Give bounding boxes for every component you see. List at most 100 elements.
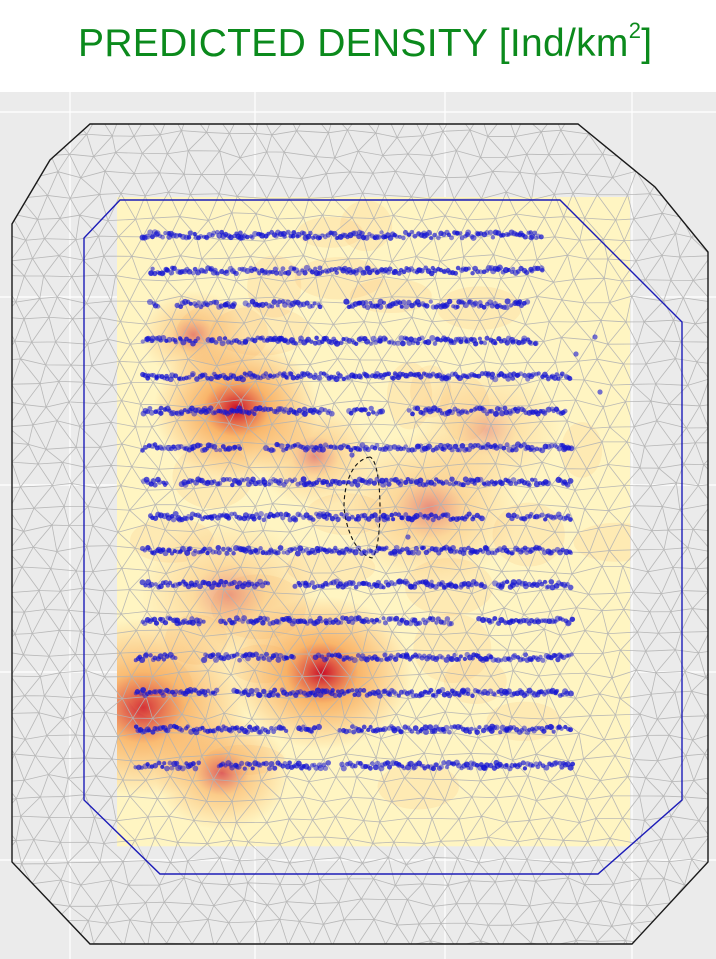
sighting-point <box>488 654 494 660</box>
sighting-point <box>446 620 453 627</box>
sighting-point <box>512 652 518 658</box>
sighting-point <box>261 688 267 695</box>
sighting-point <box>434 620 439 625</box>
sighting-point <box>272 373 277 378</box>
sighting-point <box>164 267 170 273</box>
density-hotspot <box>411 366 563 495</box>
sighting-point <box>465 726 471 732</box>
sighting-point <box>162 761 167 766</box>
sighting-point <box>281 448 286 453</box>
sighting-point <box>456 516 462 521</box>
sighting-point <box>388 339 394 345</box>
sighting-point <box>187 230 193 236</box>
sighting-point <box>362 550 369 556</box>
sighting-point <box>429 512 434 518</box>
sighting-point <box>317 304 323 310</box>
sighting-point <box>236 479 243 486</box>
sighting-point <box>412 447 417 453</box>
sighting-point <box>391 689 397 695</box>
sighting-point <box>488 620 492 625</box>
sighting-point <box>402 578 409 585</box>
sighting-point <box>150 478 157 484</box>
sighting-point <box>552 443 558 448</box>
sighting-point <box>425 443 432 450</box>
sighting-point <box>497 406 503 412</box>
sighting-point <box>561 581 567 588</box>
sighting-point <box>307 766 312 771</box>
sighting-point <box>314 335 319 341</box>
sighting-point <box>592 334 598 340</box>
sighting-point <box>498 616 505 624</box>
sighting-point <box>270 304 275 309</box>
sighting-point <box>290 654 296 660</box>
sighting-point <box>252 411 257 417</box>
sighting-point <box>366 727 371 733</box>
sighting-point <box>486 265 492 271</box>
sighting-point <box>301 231 307 236</box>
sighting-point <box>528 444 535 451</box>
sighting-point <box>196 300 201 306</box>
sighting-point <box>231 551 236 556</box>
sighting-point <box>409 689 415 694</box>
sighting-point <box>352 478 358 484</box>
sighting-point <box>304 444 311 452</box>
sighting-point <box>225 760 232 767</box>
sighting-point <box>493 480 499 485</box>
sighting-point <box>314 445 320 451</box>
sighting-point <box>309 763 315 768</box>
sighting-point <box>202 372 208 378</box>
sighting-point <box>573 351 579 357</box>
sighting-point <box>297 545 304 552</box>
transect-sightings <box>139 229 544 241</box>
sighting-point <box>569 652 574 657</box>
sighting-point <box>160 334 167 341</box>
sighting-point <box>324 516 329 521</box>
sighting-point <box>388 616 395 622</box>
sighting-point <box>229 764 235 771</box>
sighting-point <box>400 299 407 305</box>
sighting-point <box>423 372 429 378</box>
sighting-point <box>237 617 242 622</box>
sighting-point <box>146 728 151 733</box>
sighting-point <box>379 230 384 235</box>
sighting-point <box>465 410 470 415</box>
sighting-point <box>460 687 467 694</box>
sighting-point <box>429 579 434 584</box>
sighting-point <box>145 545 151 551</box>
sighting-point <box>336 479 343 487</box>
sighting-point <box>568 517 573 522</box>
sighting-point <box>441 760 447 766</box>
sighting-point <box>439 411 445 416</box>
sighting-point <box>223 621 228 626</box>
sighting-point <box>259 335 265 341</box>
sighting-point <box>278 270 284 277</box>
sighting-point <box>337 728 342 733</box>
sighting-point <box>408 266 415 272</box>
sighting-point <box>375 234 382 240</box>
sighting-point <box>442 729 447 734</box>
sighting-point <box>157 233 163 239</box>
sighting-point <box>434 762 439 768</box>
sighting-point <box>193 338 198 344</box>
sighting-point <box>557 514 564 521</box>
sighting-point <box>387 235 394 241</box>
sighting-point <box>466 511 472 517</box>
sighting-point <box>527 339 533 345</box>
sighting-point <box>140 448 145 453</box>
sighting-point <box>374 617 380 623</box>
sighting-point <box>492 616 498 621</box>
sighting-point <box>162 550 169 557</box>
sighting-point <box>218 578 224 585</box>
sighting-point <box>225 654 232 661</box>
sighting-point <box>179 411 185 417</box>
sighting-point <box>264 616 270 622</box>
sighting-point <box>187 546 193 552</box>
sighting-point <box>548 550 555 556</box>
sighting-point <box>472 300 479 307</box>
sighting-point <box>222 336 228 341</box>
sighting-point <box>329 267 335 273</box>
sighting-point <box>443 656 450 663</box>
sighting-point <box>242 512 249 519</box>
sighting-point <box>538 234 544 240</box>
sighting-point <box>436 235 441 241</box>
